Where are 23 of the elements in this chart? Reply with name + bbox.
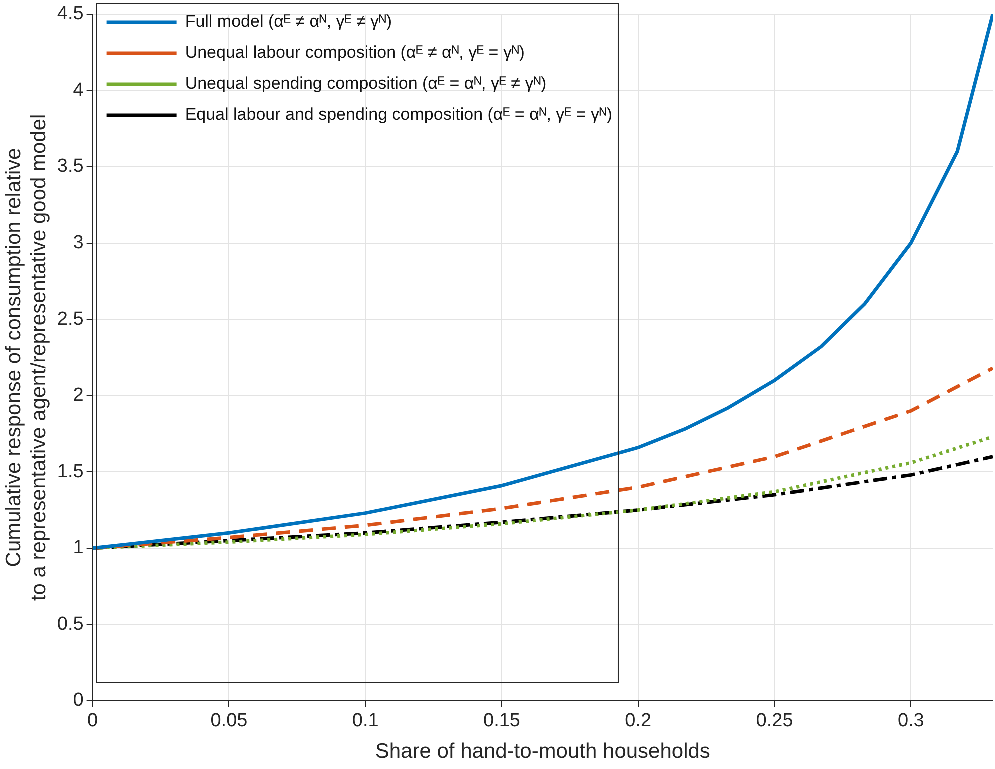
y-tick-label: 3.5 xyxy=(57,156,84,178)
x-tick-label: 0.2 xyxy=(625,710,652,732)
x-tick-label: 0.25 xyxy=(756,710,794,732)
legend-label: Equal labour and spending composition (αᴱ = αᴺ, γᴱ = γᴺ) xyxy=(185,105,612,124)
y-axis-title: Cumulative response of consumption relative to a representative agent/representative good model xyxy=(2,114,51,602)
x-tick-label: 0 xyxy=(88,710,98,732)
y-tick-label: 4 xyxy=(73,80,84,101)
x-tick-label: 0.1 xyxy=(352,710,379,732)
x-tick-label: 0.15 xyxy=(483,710,520,732)
y-tick-label: 0 xyxy=(73,690,84,712)
y-tick-label: 2.5 xyxy=(57,308,84,330)
y-tick-label: 2 xyxy=(73,385,84,406)
y-tick-label: 1 xyxy=(73,538,84,559)
y-tick-label: 0.5 xyxy=(57,614,84,635)
legend-label: Unequal labour composition (αᴱ ≠ αᴺ, γᴱ = γᴺ) xyxy=(185,43,525,62)
y-tick-label: 3 xyxy=(73,232,84,254)
legend-label: Unequal spending composition (αᴱ = αᴺ, γᴱ ≠ γᴺ) xyxy=(185,74,547,94)
x-tick-label: 0.05 xyxy=(210,710,248,732)
y-tick-label: 1.5 xyxy=(57,461,84,482)
legend-label: Full model (αᴱ ≠ αᴺ, γᴱ ≠ γᴺ) xyxy=(185,12,392,32)
y-tick-label: 4.5 xyxy=(57,4,84,25)
x-tick-label: 0.3 xyxy=(898,710,924,732)
x-axis-title: Share of hand-to-mouth households xyxy=(375,740,710,764)
